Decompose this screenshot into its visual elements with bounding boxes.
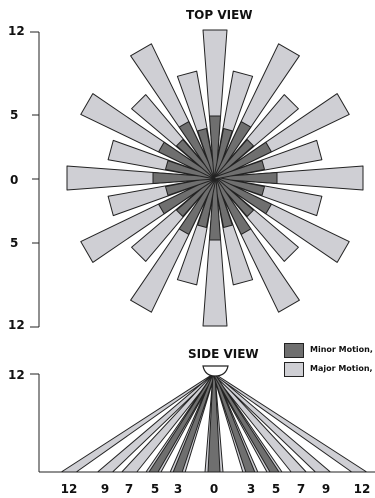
legend-swatch-minor <box>284 343 304 358</box>
top-view-y-label-5-top: 5 <box>10 108 19 122</box>
top-view-y-label-0: 0 <box>10 173 19 187</box>
sensor-icon <box>202 365 229 377</box>
side-view-x-label: 7 <box>296 482 306 496</box>
top-view-y-label-12-bottom: 12 <box>8 318 25 332</box>
side-view-x-label: 12 <box>353 482 371 496</box>
legend-label-minor: Minor Motion, I <box>310 345 375 354</box>
side-view-x-label: 5 <box>271 482 281 496</box>
top-view-title: TOP VIEW <box>186 8 253 22</box>
side-view-x-label: 9 <box>100 482 110 496</box>
side-view-x-label: 12 <box>60 482 78 496</box>
sensor-housing <box>202 365 229 377</box>
minor-motion-lobe <box>214 160 265 180</box>
side-view-x-label: 3 <box>173 482 183 496</box>
side-view-x-label: 5 <box>150 482 160 496</box>
side-view-x-label: 3 <box>246 482 256 496</box>
side-view-x-label: 0 <box>209 482 219 496</box>
legend-swatch-major <box>284 362 304 377</box>
top-view-y-label-5-bottom: 5 <box>10 236 19 250</box>
side-view-title: SIDE VIEW <box>188 347 259 361</box>
side-view-x-label: 7 <box>124 482 134 496</box>
side-view-y-label-12: 12 <box>8 368 25 382</box>
top-view-minor-lobes <box>152 115 278 241</box>
legend-label-major: Major Motion, I <box>310 364 375 373</box>
top-view-y-label-12-top: 12 <box>8 24 25 38</box>
legend: Minor Motion, I Major Motion, I <box>284 343 375 379</box>
top-view-axis <box>30 31 40 328</box>
side-view-minor-beams <box>148 373 280 473</box>
side-view-x-label: 9 <box>321 482 331 496</box>
